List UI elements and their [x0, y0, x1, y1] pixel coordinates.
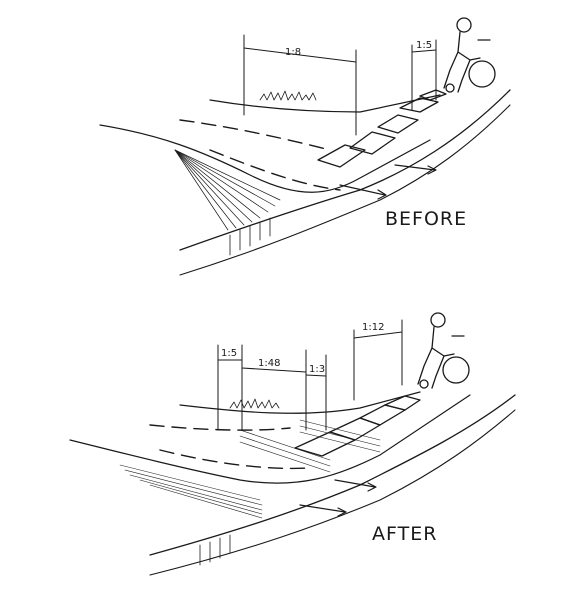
- before-slope-label-1: 1:8: [285, 47, 301, 58]
- after-caption: AFTER: [372, 523, 437, 545]
- after-slope-label-3: 1:3: [309, 364, 325, 375]
- before-panel: 1:8 1:5 BEFORE: [99, 17, 511, 276]
- after-curb-stipple: [199, 534, 231, 566]
- before-cross-slope-hatching: [174, 149, 281, 231]
- after-dimension-lines: [217, 319, 403, 431]
- before-slope-label-2: 1:5: [416, 40, 432, 51]
- after-drainage-arrows: [299, 479, 377, 517]
- after-vegetation: [229, 398, 280, 409]
- after-slope-label-2: 1:48: [258, 358, 280, 369]
- before-trail-far-edge: [209, 94, 441, 113]
- after-dashed-edge: [159, 449, 311, 470]
- before-dimension-lines: [243, 34, 437, 136]
- after-slope-label-4: 1:12: [362, 322, 384, 333]
- before-vegetation: [259, 90, 317, 101]
- after-panel: 1:5 1:48 1:3 1:12 AFTER: [69, 312, 516, 576]
- before-trail-bottom-edge: [179, 104, 511, 276]
- before-dashed-centerline: [179, 119, 331, 151]
- after-slope-label-1: 1:5: [221, 348, 237, 359]
- after-graded-hatching: [119, 419, 381, 519]
- before-trail-left-edge: [99, 124, 431, 193]
- before-wheelchair-user: [443, 17, 496, 93]
- after-wheelchair-user: [417, 312, 470, 389]
- before-step-blocks: [317, 89, 447, 168]
- before-caption: BEFORE: [385, 208, 467, 230]
- after-trail-near-edge: [149, 394, 516, 556]
- before-dashed-edge: [209, 149, 341, 191]
- after-trail-left-edge: [69, 394, 471, 484]
- after-trail-far-edge: [179, 391, 421, 414]
- before-curb-stipple: [229, 217, 271, 256]
- after-ramp-path: [294, 395, 421, 457]
- after-dashed-centerline: [149, 424, 291, 431]
- before-drainage-arrows: [339, 164, 437, 200]
- after-trail-bottom-edge: [149, 409, 516, 576]
